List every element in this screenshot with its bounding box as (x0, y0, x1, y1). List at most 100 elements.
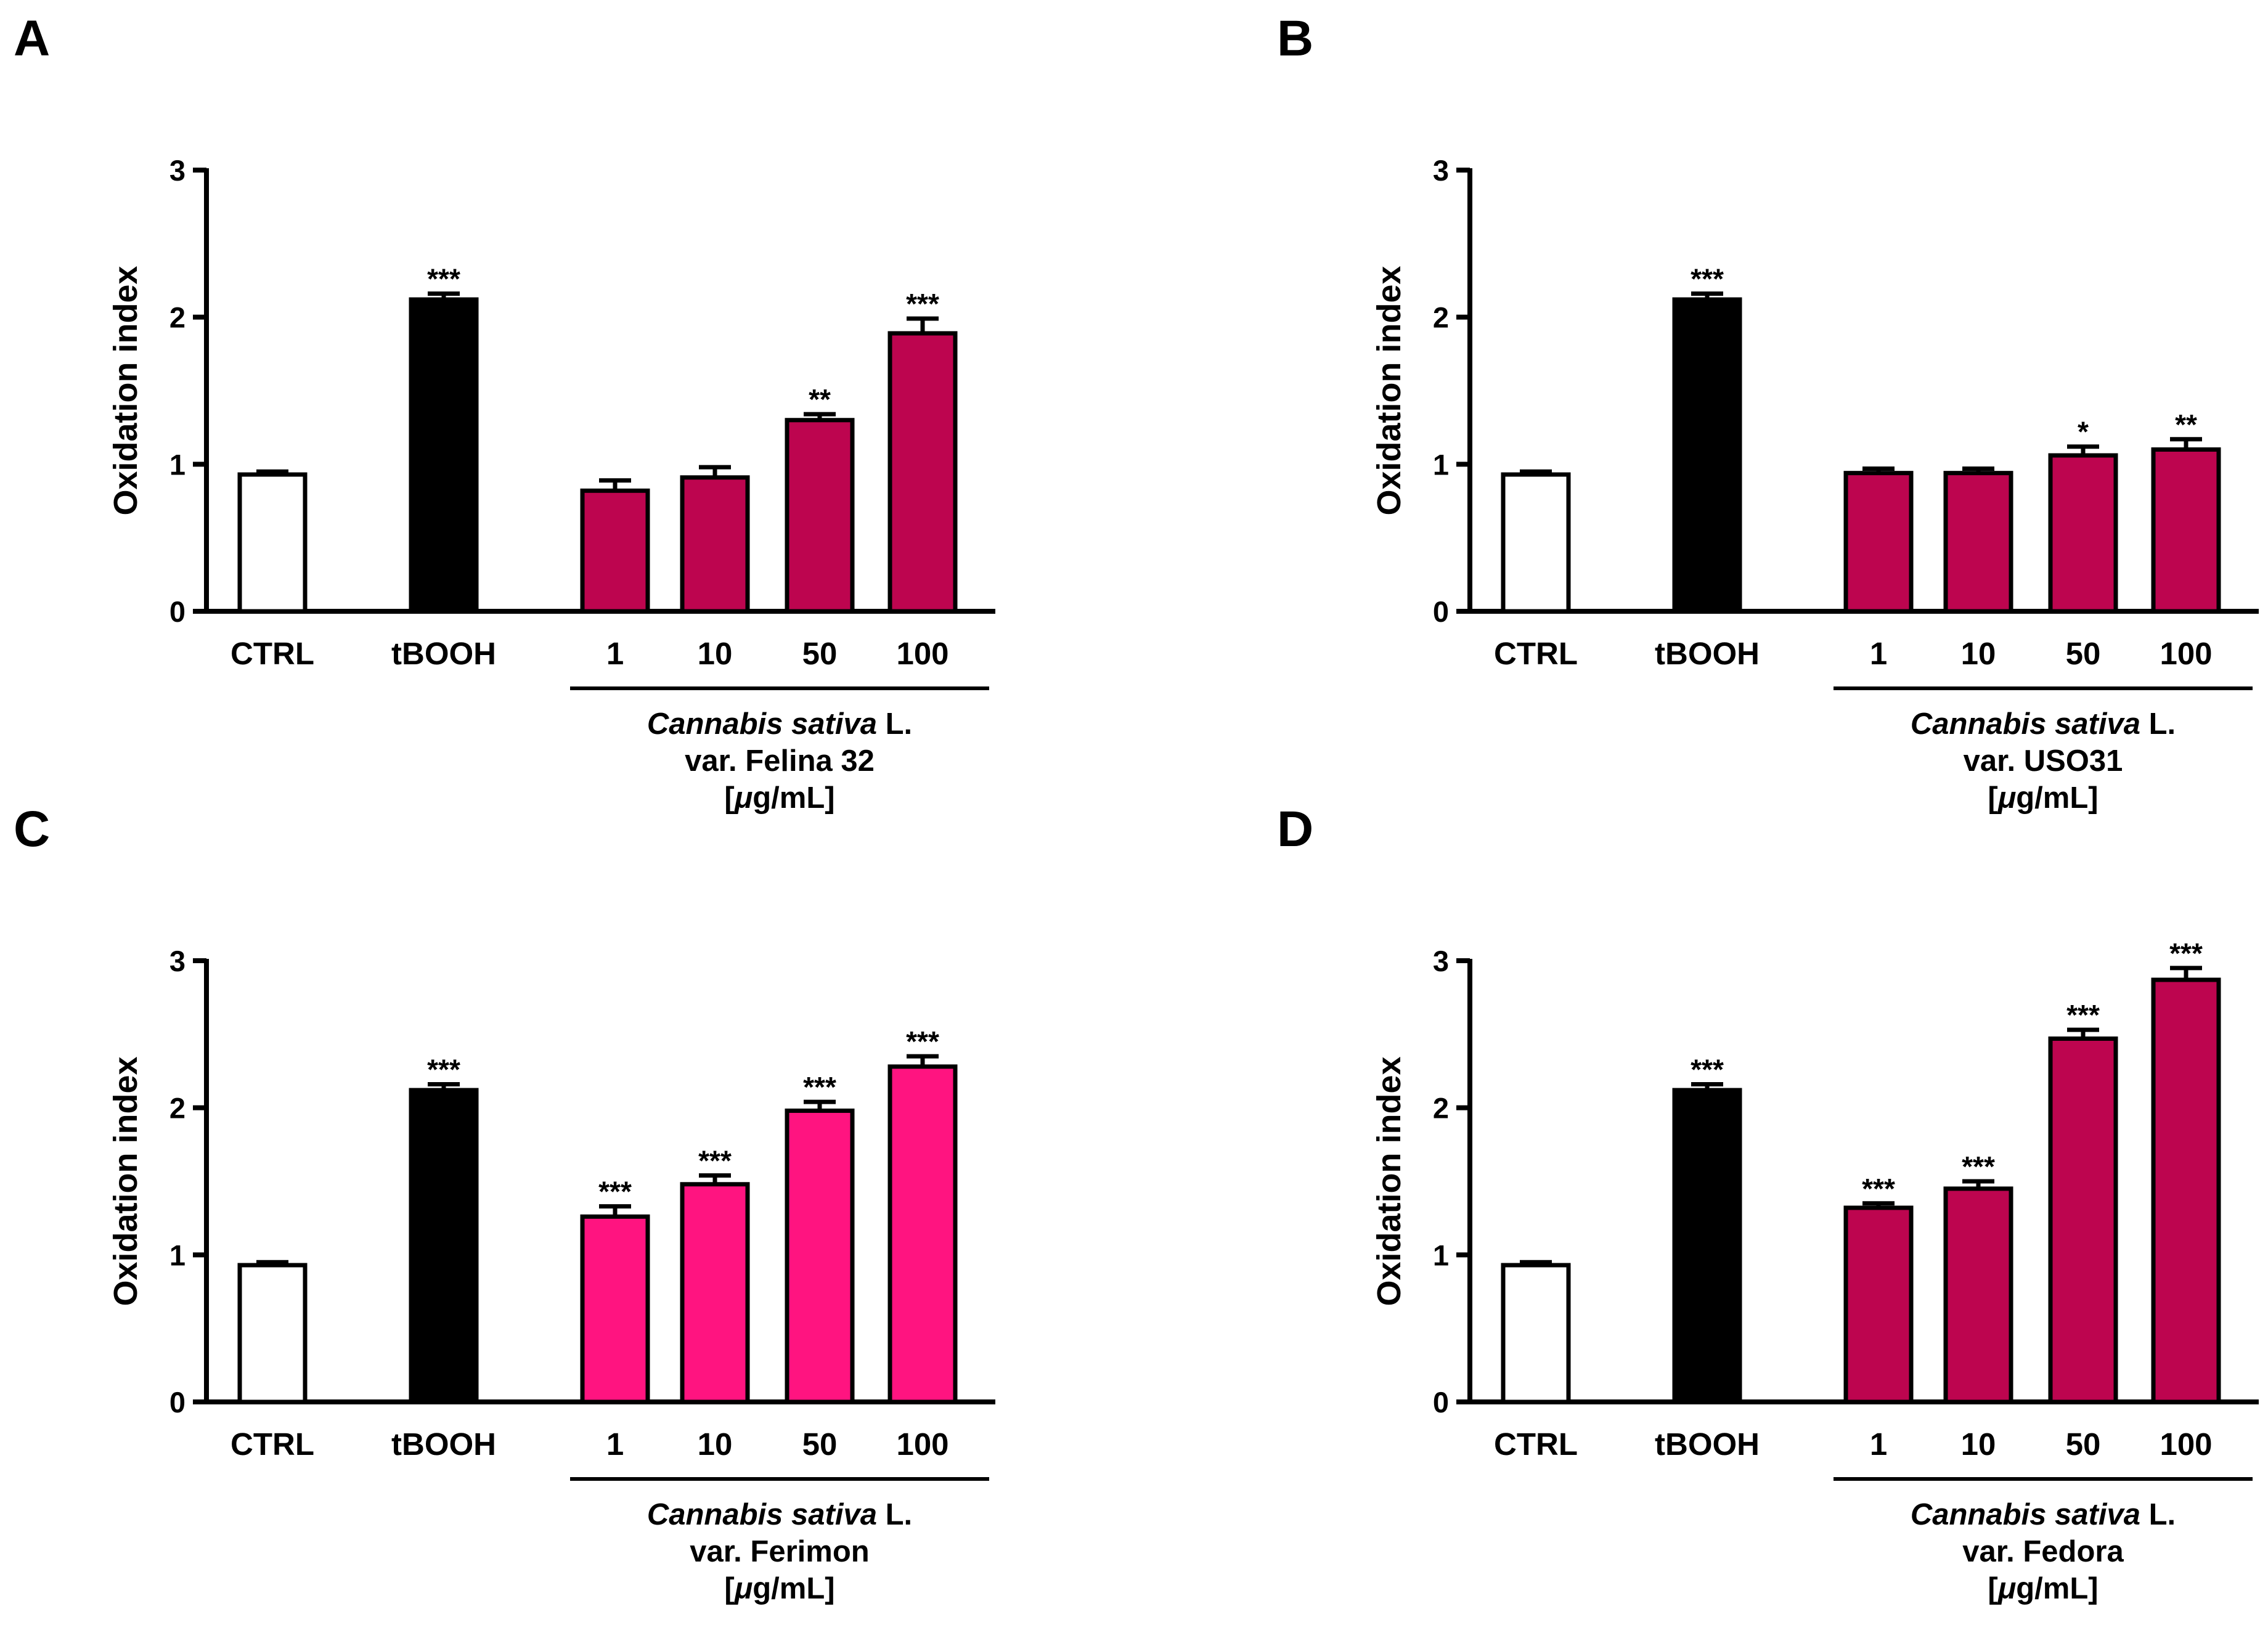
bar-50 (2048, 453, 2118, 614)
chart-panel-a: A 0 1 2 3 Oxidation index CTRL *** tBOOH 1 10 ** 50 *… (14, 10, 995, 815)
category-label: tBOOH (1655, 1427, 1760, 1462)
group-label-variety: var. Fedora (1962, 1535, 2124, 1568)
bar-10 (1943, 471, 2013, 614)
panel-letter: D (1277, 801, 1313, 857)
bar-ctrl (237, 1263, 308, 1404)
bar-1 (580, 1214, 650, 1404)
y-tick-label: 2 (1433, 1092, 1449, 1125)
group-label-species-suffix: L. (2140, 707, 2176, 741)
category-label: 1 (606, 1427, 624, 1462)
significance-label: * (2078, 416, 2089, 448)
category-label: tBOOH (391, 1427, 496, 1462)
category-label: CTRL (1494, 1427, 1578, 1462)
bar-1 (580, 488, 650, 614)
bar-1 (1843, 471, 1914, 614)
group-label-species-italic: Cannabis sativa (647, 1498, 877, 1531)
group-label-unit: [μg/mL] (1988, 1572, 2098, 1605)
bar-100 (887, 331, 958, 614)
bar-100 (2151, 977, 2221, 1404)
panel-letter: B (1277, 10, 1313, 67)
panel-letter: A (14, 10, 50, 67)
bar-100 (2151, 447, 2221, 614)
significance-label: *** (1691, 263, 1724, 295)
bar-tbooh (409, 297, 479, 614)
significance-label: *** (1691, 1053, 1724, 1085)
group-label-unit-open: [ (724, 781, 734, 815)
group-label-unit-mu: μ (1997, 1572, 2017, 1605)
category-label: CTRL (1494, 636, 1578, 671)
significance-label: ** (809, 383, 831, 415)
y-tick-label: 3 (169, 154, 186, 187)
group-label-species-italic: Cannabis sativa (1911, 707, 2140, 741)
y-tick-label: 3 (169, 945, 186, 977)
group-label-species-suffix: L. (2140, 1498, 2176, 1531)
group-label-species: Cannabis sativa L. (1911, 707, 2176, 741)
group-label-unit-mu: μ (733, 781, 753, 815)
group-label-species: Cannabis sativa L. (647, 1498, 912, 1531)
category-label: 10 (698, 636, 733, 671)
bar-ctrl (1501, 1263, 1571, 1404)
significance-label: *** (906, 1025, 939, 1057)
category-label: 100 (2160, 636, 2212, 671)
bar-1 (1843, 1205, 1914, 1404)
group-label-unit: [μg/mL] (724, 1572, 834, 1605)
y-tick-label: 0 (1433, 1386, 1449, 1419)
category-label: 1 (1870, 636, 1887, 671)
category-label: 50 (802, 636, 838, 671)
bar-50 (2048, 1036, 2118, 1404)
y-tick-label: 3 (1433, 945, 1449, 977)
category-label: 50 (802, 1427, 838, 1462)
significance-label: *** (2169, 937, 2203, 969)
significance-label: *** (2066, 999, 2100, 1031)
category-label: 100 (2160, 1427, 2212, 1462)
y-axis-label: Oxidation index (1371, 266, 1408, 515)
significance-label: *** (1962, 1151, 1995, 1183)
category-label: 100 (896, 1427, 948, 1462)
bar-10 (680, 1182, 750, 1404)
y-tick-label: 0 (169, 595, 186, 628)
group-label-variety: var. Felina 32 (685, 744, 875, 778)
y-tick-label: 2 (169, 301, 186, 334)
category-label: 100 (896, 636, 948, 671)
category-label: tBOOH (1655, 636, 1760, 671)
group-label-unit-rest: g/mL] (753, 781, 834, 815)
category-label: tBOOH (391, 636, 496, 671)
y-tick-label: 3 (1433, 154, 1449, 187)
category-label: CTRL (230, 1427, 314, 1462)
category-label: 50 (2066, 1427, 2101, 1462)
y-tick-label: 1 (1433, 1239, 1449, 1271)
group-label-species-suffix: L. (877, 1498, 912, 1531)
chart-panel-d: D 0 1 2 3 Oxidation index CTRL *** tBOOH *** 1 *** 1… (1277, 801, 2259, 1605)
group-label-variety: var. USO31 (1964, 744, 2123, 778)
group-label-unit-open: [ (1988, 1572, 1997, 1605)
y-tick-label: 2 (1433, 301, 1449, 334)
bar-ctrl (1501, 472, 1571, 614)
category-label: 10 (1961, 636, 1996, 671)
bar-tbooh (409, 1088, 479, 1404)
significance-label: *** (598, 1176, 632, 1208)
category-label: 1 (1870, 1427, 1887, 1462)
group-label-species-italic: Cannabis sativa (1911, 1498, 2140, 1531)
bar-50 (785, 418, 855, 614)
group-label-unit-mu: μ (733, 1572, 753, 1605)
category-label: 1 (606, 636, 624, 671)
group-label-unit-open: [ (1988, 781, 1997, 815)
group-label-unit-rest: g/mL] (2016, 1572, 2098, 1605)
bar-50 (785, 1108, 855, 1404)
y-axis-label: Oxidation index (107, 266, 144, 515)
y-tick-label: 1 (169, 448, 186, 481)
chart-panel-b: B 0 1 2 3 Oxidation index CTRL *** tBOOH 1 10 * 50 **… (1277, 10, 2259, 815)
chart-panel-c: C 0 1 2 3 Oxidation index CTRL *** tBOOH *** 1 *** 1… (14, 801, 995, 1605)
bar-100 (887, 1064, 958, 1404)
group-label-unit-rest: g/mL] (2016, 781, 2098, 815)
significance-label: *** (1862, 1173, 1895, 1205)
group-label-species-italic: Cannabis sativa (647, 707, 877, 741)
category-label: 10 (1961, 1427, 1996, 1462)
significance-label: *** (906, 288, 939, 320)
significance-label: ** (2175, 409, 2197, 441)
group-label-unit-open: [ (724, 1572, 734, 1605)
y-axis-label: Oxidation index (107, 1056, 144, 1306)
group-label-variety: var. Ferimon (690, 1535, 869, 1568)
y-tick-label: 1 (169, 1239, 186, 1271)
